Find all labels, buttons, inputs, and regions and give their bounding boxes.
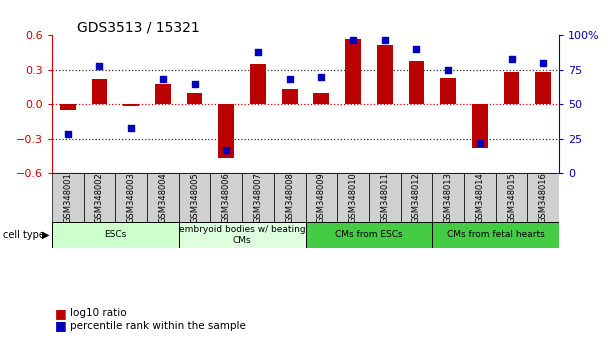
Bar	[440, 78, 456, 104]
Text: GDS3513 / 15321: GDS3513 / 15321	[78, 20, 200, 34]
Point	[253, 49, 263, 55]
Point	[316, 74, 326, 80]
Bar	[282, 89, 298, 104]
Text: GSM348016: GSM348016	[539, 172, 547, 223]
Text: CMs from ESCs: CMs from ESCs	[335, 230, 403, 239]
Bar	[464, 173, 496, 222]
Point	[126, 125, 136, 130]
Point	[507, 56, 516, 62]
Bar	[472, 104, 488, 148]
Bar	[433, 222, 559, 248]
Bar	[52, 222, 179, 248]
Text: GSM348014: GSM348014	[475, 172, 485, 223]
Point	[221, 147, 231, 152]
Bar	[377, 45, 393, 104]
Text: GSM348015: GSM348015	[507, 172, 516, 223]
Bar	[218, 104, 234, 158]
Bar	[345, 39, 361, 104]
Text: ▶: ▶	[42, 230, 49, 240]
Point	[475, 140, 485, 145]
Text: CMs from fetal hearts: CMs from fetal hearts	[447, 230, 544, 239]
Text: GSM348004: GSM348004	[158, 172, 167, 223]
Bar	[496, 173, 527, 222]
Text: GSM348005: GSM348005	[190, 172, 199, 223]
Text: GSM348003: GSM348003	[126, 172, 136, 223]
Point	[285, 76, 295, 82]
Point	[538, 60, 548, 66]
Bar	[274, 173, 306, 222]
Point	[189, 81, 199, 86]
Bar	[84, 173, 115, 222]
Text: percentile rank within the sample: percentile rank within the sample	[70, 321, 246, 331]
Bar	[337, 173, 369, 222]
Text: GSM348010: GSM348010	[348, 172, 357, 223]
Text: ■: ■	[55, 307, 67, 320]
Point	[412, 46, 422, 52]
Text: ■: ■	[55, 319, 67, 332]
Point	[63, 132, 73, 137]
Text: GSM348013: GSM348013	[444, 172, 453, 223]
Bar	[250, 64, 266, 104]
Text: cell type: cell type	[3, 230, 45, 240]
Bar	[179, 222, 306, 248]
Bar	[409, 61, 425, 104]
Text: GSM348006: GSM348006	[222, 172, 231, 223]
Bar	[155, 84, 171, 104]
Bar	[313, 93, 329, 104]
Bar	[306, 222, 433, 248]
Point	[158, 76, 168, 82]
Bar	[52, 173, 84, 222]
Bar	[306, 173, 337, 222]
Bar	[535, 72, 551, 104]
Point	[443, 67, 453, 73]
Bar	[401, 173, 433, 222]
Text: GSM348007: GSM348007	[254, 172, 263, 223]
Bar	[123, 104, 139, 107]
Text: GSM348011: GSM348011	[380, 172, 389, 223]
Bar	[60, 104, 76, 110]
Bar	[433, 173, 464, 222]
Bar	[503, 72, 519, 104]
Text: GSM348012: GSM348012	[412, 172, 421, 223]
Point	[380, 37, 390, 42]
Text: log10 ratio: log10 ratio	[70, 308, 127, 318]
Text: GSM348001: GSM348001	[64, 172, 72, 223]
Text: GSM348008: GSM348008	[285, 172, 294, 223]
Bar	[92, 79, 108, 104]
Bar	[179, 173, 210, 222]
Bar	[210, 173, 242, 222]
Text: ESCs: ESCs	[104, 230, 126, 239]
Bar	[147, 173, 179, 222]
Text: GSM348009: GSM348009	[317, 172, 326, 223]
Bar	[186, 93, 202, 104]
Bar	[527, 173, 559, 222]
Text: embryoid bodies w/ beating
CMs: embryoid bodies w/ beating CMs	[179, 225, 306, 245]
Bar	[369, 173, 401, 222]
Point	[348, 37, 358, 42]
Point	[95, 63, 104, 68]
Bar	[242, 173, 274, 222]
Text: GSM348002: GSM348002	[95, 172, 104, 223]
Bar	[115, 173, 147, 222]
